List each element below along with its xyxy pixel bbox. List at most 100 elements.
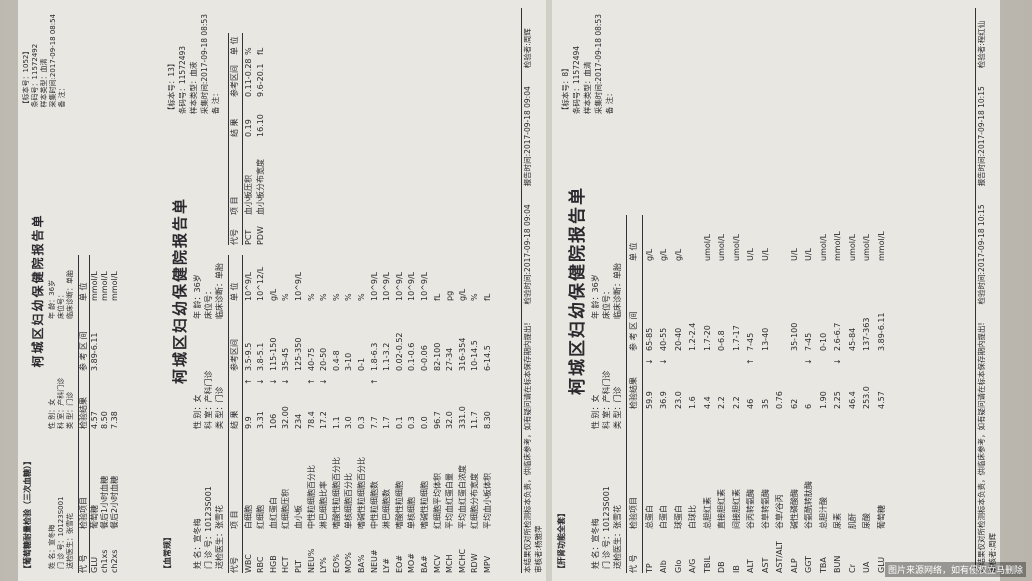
cell-unit: mmol/L xyxy=(110,271,119,301)
spacer xyxy=(627,351,642,365)
cell-name: 嗜碱性粒细胞 xyxy=(419,481,429,529)
cell-name: 谷氨酰转肽酶 xyxy=(804,481,813,529)
footer-field: 检验者:周辉 xyxy=(523,28,532,69)
patient-field: 性 别：女 xyxy=(591,394,600,429)
cell-name: 总胆汁酸 xyxy=(818,497,828,529)
table-row: PDW 血小板分布宽度 16.10 9.6-20.1 fL xyxy=(255,33,268,245)
cell-result: 3.31 xyxy=(256,411,266,429)
cell-code: LY# xyxy=(382,558,392,573)
meta-text: 条码号：11572493 xyxy=(178,45,187,115)
cell-unit: g/L xyxy=(659,248,668,261)
meta-text: 【标本号：13】 xyxy=(167,59,176,115)
table-row: MCHC 平均血红蛋白浓度 331.0 316-354 g/L xyxy=(457,255,470,573)
empty-cell xyxy=(90,371,100,385)
cell-result: 3.0 xyxy=(344,416,354,429)
empty-cell xyxy=(343,371,356,385)
empty-cell xyxy=(846,351,861,365)
cell-code: MCV xyxy=(432,555,442,573)
cell-range: 65-85 xyxy=(644,327,654,351)
cell-code: IB xyxy=(731,565,741,573)
cell-range: 20-50 xyxy=(319,347,329,371)
cell-code: MO# xyxy=(407,553,417,573)
cell-range: 0.4-8 xyxy=(331,350,341,371)
cell-code: TP xyxy=(644,563,654,573)
cell-code: ch1xs xyxy=(100,549,109,573)
cell-code: AST xyxy=(760,557,770,573)
cell-name: 白蛋白 xyxy=(659,505,668,529)
cell-result: 0.76 xyxy=(775,391,784,409)
cell-flag: ↓ xyxy=(804,358,813,365)
cell-name: 尿酸 xyxy=(862,513,871,529)
disclaimer: 本结果仅对所检测标本负责，供临床参考，如有疑问请在标本保存期内提出! xyxy=(523,322,532,573)
tables: 代 号检验项目 检验结果参 考 区 间单 位 TP 总蛋白 59.9 ↓ 65-85 g/L A… xyxy=(626,8,889,573)
patient-field: 姓 名：宣冬梅 xyxy=(193,518,202,569)
header-cell: 单 位 xyxy=(230,282,239,301)
cell-name: 红细胞压积 xyxy=(281,489,291,529)
cell-code: GLU xyxy=(90,556,99,573)
cell-unit: % xyxy=(306,293,316,301)
patient-field: 类 型：门诊 xyxy=(215,386,224,429)
cell-unit: umol/L xyxy=(731,233,741,261)
table-row: EO% 嗜酸性粒细胞百分比 1.1 0.4-8% xyxy=(331,255,344,573)
table-row: HCT 红细胞压积 32.00 ↓ 35-45% xyxy=(280,255,293,573)
cell-unit: fL xyxy=(432,293,442,301)
cell-name: 肌酐 xyxy=(847,513,857,529)
cell-range: 0.1-0.6 xyxy=(407,342,417,371)
cell-unit: fL xyxy=(256,47,266,55)
cell-name: 中性粒细胞百分比 xyxy=(306,465,316,529)
patient-field: 姓 名：宣冬梅 xyxy=(591,518,600,569)
cell-unit: 10^12/L xyxy=(256,266,266,301)
meta-text: 条码号：11572492 xyxy=(31,43,39,108)
cell-name: 单核细胞 xyxy=(407,497,417,529)
cell-flag: ↑ xyxy=(369,378,379,385)
cell-result: 78.4 xyxy=(306,411,316,429)
cell-result: 62 xyxy=(789,398,799,409)
empty-cell xyxy=(686,215,701,261)
table-row: TBIL 总胆红素 4.4 1.7-20 umol/L xyxy=(701,215,716,573)
cell-code: MCHC xyxy=(457,548,467,573)
meta-text: 采集时间:2017-09-18 08:53 xyxy=(594,14,603,115)
empty-cell xyxy=(110,371,120,385)
cell-result: 4.57 xyxy=(876,391,886,409)
table-row: Glo 球蛋白 23.0 20-40 g/L xyxy=(672,215,687,573)
cell-name: 间接胆红素 xyxy=(731,489,741,529)
meta-line: 【标本号：8】 xyxy=(560,14,571,114)
patient-field: 类 型：门诊 xyxy=(66,391,74,429)
cell-name: 餐后2小时血糖 xyxy=(110,475,119,529)
empty-cell xyxy=(100,301,110,371)
cell-unit: 10^9/L xyxy=(369,271,379,301)
cell-range: 10-14.5 xyxy=(470,340,480,371)
cell-code: HGB xyxy=(268,555,278,573)
patient-field: 临床诊断：单胎 xyxy=(66,270,74,319)
cell-name: 总蛋白 xyxy=(644,505,654,529)
cell-name: 直接胆红素 xyxy=(717,489,726,529)
cell-name: 嗜酸性粒细胞百分比 xyxy=(331,457,341,529)
empty-cell xyxy=(356,371,369,385)
header-cell: 代 号 xyxy=(79,554,88,573)
cell-name: 葡萄糖 xyxy=(876,505,886,529)
cell-unit: % xyxy=(243,47,253,55)
meta-text: 条码号：11572494 xyxy=(572,45,581,115)
table-row: ch1xs 餐后1小时血糖 8.50 mmol/L xyxy=(100,255,110,573)
table-row: RDW 红细胞分布宽度 11.7 10-14.5% xyxy=(469,255,482,573)
table-row: MO# 单核细胞 0.3 0.1-0.6 10^9/L xyxy=(406,255,419,573)
cell-flag: ↓ xyxy=(281,378,291,385)
cell-name: 淋巴细胞数 xyxy=(382,489,392,529)
empty-cell xyxy=(243,97,256,101)
cell-unit: 10^9/L xyxy=(382,271,392,301)
cell-code: LY% xyxy=(319,557,329,573)
header-cell: 结 果 xyxy=(230,410,239,429)
header-cell: 参 考 区 间 xyxy=(629,311,638,351)
patient-field: 性 别：女 xyxy=(48,398,56,429)
cell-range: 3-10 xyxy=(344,352,354,371)
header-cell: 项 目 xyxy=(230,510,239,529)
table-row: IB 间接胆红素 2.2 1.7-17 umol/L xyxy=(730,215,745,573)
disclaimer: 本结果仅对所检测标本负责，供临床参考，如有疑问请在标本保存期内提出! xyxy=(977,322,986,573)
meta-text: 【标本号：8】 xyxy=(561,64,570,115)
footer-field: 报告时间:2017-09-18 10:15 xyxy=(977,86,986,187)
cell-code: NEU% xyxy=(306,548,316,574)
meta-text: 采集时间:2017-09-18 08:54 xyxy=(49,14,57,108)
empty-cell xyxy=(730,351,745,365)
cell-code: PDW xyxy=(256,226,266,245)
